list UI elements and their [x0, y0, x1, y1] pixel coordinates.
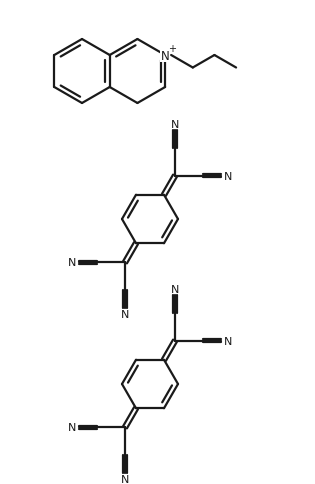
- Text: N: N: [224, 171, 232, 182]
- Text: N: N: [171, 120, 179, 129]
- Text: N: N: [121, 310, 129, 319]
- Text: +: +: [168, 44, 176, 54]
- Text: N: N: [121, 474, 129, 484]
- Text: N: N: [224, 336, 232, 346]
- Text: N: N: [68, 423, 76, 432]
- Text: N: N: [68, 258, 76, 268]
- Text: N: N: [161, 49, 169, 62]
- Text: N: N: [171, 284, 179, 294]
